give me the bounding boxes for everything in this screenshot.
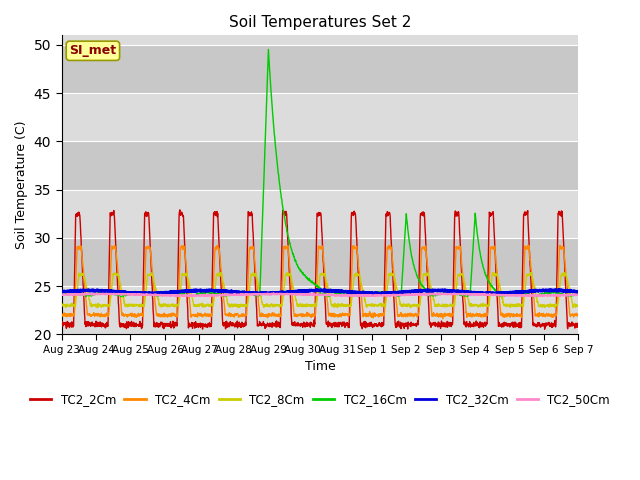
TC2_4Cm bbox=[335, 314, 342, 320]
Legend: TC2_2Cm, TC2_4Cm, TC2_8Cm, TC2_16Cm, TC2_32Cm, TC2_50Cm: TC2_2Cm, TC2_4Cm, TC2_8Cm, TC2_16Cm, TC2… bbox=[26, 388, 614, 410]
TC2_16Cm bbox=[346, 289, 354, 295]
TC2_2Cm bbox=[470, 323, 478, 329]
TC2_2Cm bbox=[346, 283, 354, 289]
TC2_8Cm bbox=[527, 270, 535, 276]
TC2_32Cm bbox=[575, 289, 582, 295]
TC2_8Cm bbox=[529, 277, 537, 283]
TC2_2Cm bbox=[202, 322, 210, 327]
TC2_4Cm bbox=[556, 242, 564, 248]
Bar bbox=[61, 286, 579, 334]
TC2_4Cm bbox=[346, 312, 354, 318]
TC2_50Cm bbox=[173, 293, 180, 299]
TC2_8Cm bbox=[575, 301, 582, 307]
TC2_8Cm bbox=[544, 303, 552, 309]
TC2_32Cm bbox=[544, 288, 552, 293]
TC2_2Cm bbox=[529, 322, 537, 327]
TC2_16Cm bbox=[470, 226, 478, 232]
Bar bbox=[61, 93, 579, 142]
TC2_50Cm bbox=[575, 292, 582, 298]
Line: TC2_2Cm: TC2_2Cm bbox=[61, 210, 579, 329]
TC2_16Cm bbox=[529, 292, 537, 298]
TC2_16Cm bbox=[117, 294, 125, 300]
TC2_50Cm bbox=[470, 292, 478, 298]
TC2_50Cm bbox=[335, 292, 342, 298]
TC2_50Cm bbox=[438, 290, 445, 296]
Line: TC2_4Cm: TC2_4Cm bbox=[61, 245, 579, 319]
TC2_4Cm bbox=[575, 312, 582, 318]
Bar bbox=[61, 190, 579, 238]
TC2_50Cm bbox=[346, 292, 354, 298]
TC2_4Cm bbox=[470, 312, 478, 318]
Y-axis label: Soil Temperature (C): Soil Temperature (C) bbox=[15, 120, 28, 249]
Bar bbox=[61, 45, 579, 93]
TC2_16Cm bbox=[335, 290, 343, 296]
TC2_16Cm bbox=[575, 291, 582, 297]
X-axis label: Time: Time bbox=[305, 360, 335, 373]
TC2_50Cm bbox=[529, 293, 537, 299]
TC2_50Cm bbox=[58, 292, 65, 298]
TC2_32Cm bbox=[441, 287, 449, 293]
Title: Soil Temperatures Set 2: Soil Temperatures Set 2 bbox=[229, 15, 411, 30]
TC2_32Cm bbox=[346, 289, 354, 295]
TC2_4Cm bbox=[529, 286, 537, 291]
Line: TC2_8Cm: TC2_8Cm bbox=[61, 273, 579, 308]
TC2_50Cm bbox=[544, 293, 552, 299]
TC2_16Cm bbox=[58, 291, 65, 297]
TC2_8Cm bbox=[93, 305, 101, 311]
Line: TC2_32Cm: TC2_32Cm bbox=[61, 290, 579, 294]
TC2_4Cm bbox=[202, 312, 209, 318]
TC2_8Cm bbox=[202, 302, 210, 308]
TC2_16Cm bbox=[264, 47, 272, 52]
TC2_2Cm bbox=[544, 321, 552, 326]
TC2_2Cm bbox=[575, 324, 582, 330]
TC2_2Cm bbox=[541, 326, 548, 332]
TC2_2Cm bbox=[58, 319, 65, 325]
TC2_8Cm bbox=[335, 303, 342, 309]
TC2_8Cm bbox=[346, 303, 354, 309]
TC2_32Cm bbox=[529, 288, 537, 294]
TC2_32Cm bbox=[335, 288, 342, 294]
Bar bbox=[61, 238, 579, 286]
TC2_4Cm bbox=[439, 316, 447, 322]
Bar bbox=[61, 142, 579, 190]
TC2_32Cm bbox=[470, 289, 478, 295]
TC2_32Cm bbox=[145, 291, 153, 297]
TC2_8Cm bbox=[470, 303, 478, 309]
TC2_8Cm bbox=[58, 302, 65, 308]
TC2_50Cm bbox=[202, 293, 210, 299]
Line: TC2_50Cm: TC2_50Cm bbox=[61, 293, 579, 296]
TC2_32Cm bbox=[58, 289, 65, 295]
TC2_32Cm bbox=[202, 288, 210, 294]
TC2_16Cm bbox=[202, 289, 210, 295]
TC2_4Cm bbox=[543, 313, 551, 319]
TC2_2Cm bbox=[335, 319, 342, 325]
Text: SI_met: SI_met bbox=[69, 44, 116, 57]
TC2_16Cm bbox=[544, 290, 552, 296]
TC2_2Cm bbox=[176, 207, 184, 213]
Line: TC2_16Cm: TC2_16Cm bbox=[61, 49, 579, 297]
TC2_4Cm bbox=[58, 313, 65, 319]
